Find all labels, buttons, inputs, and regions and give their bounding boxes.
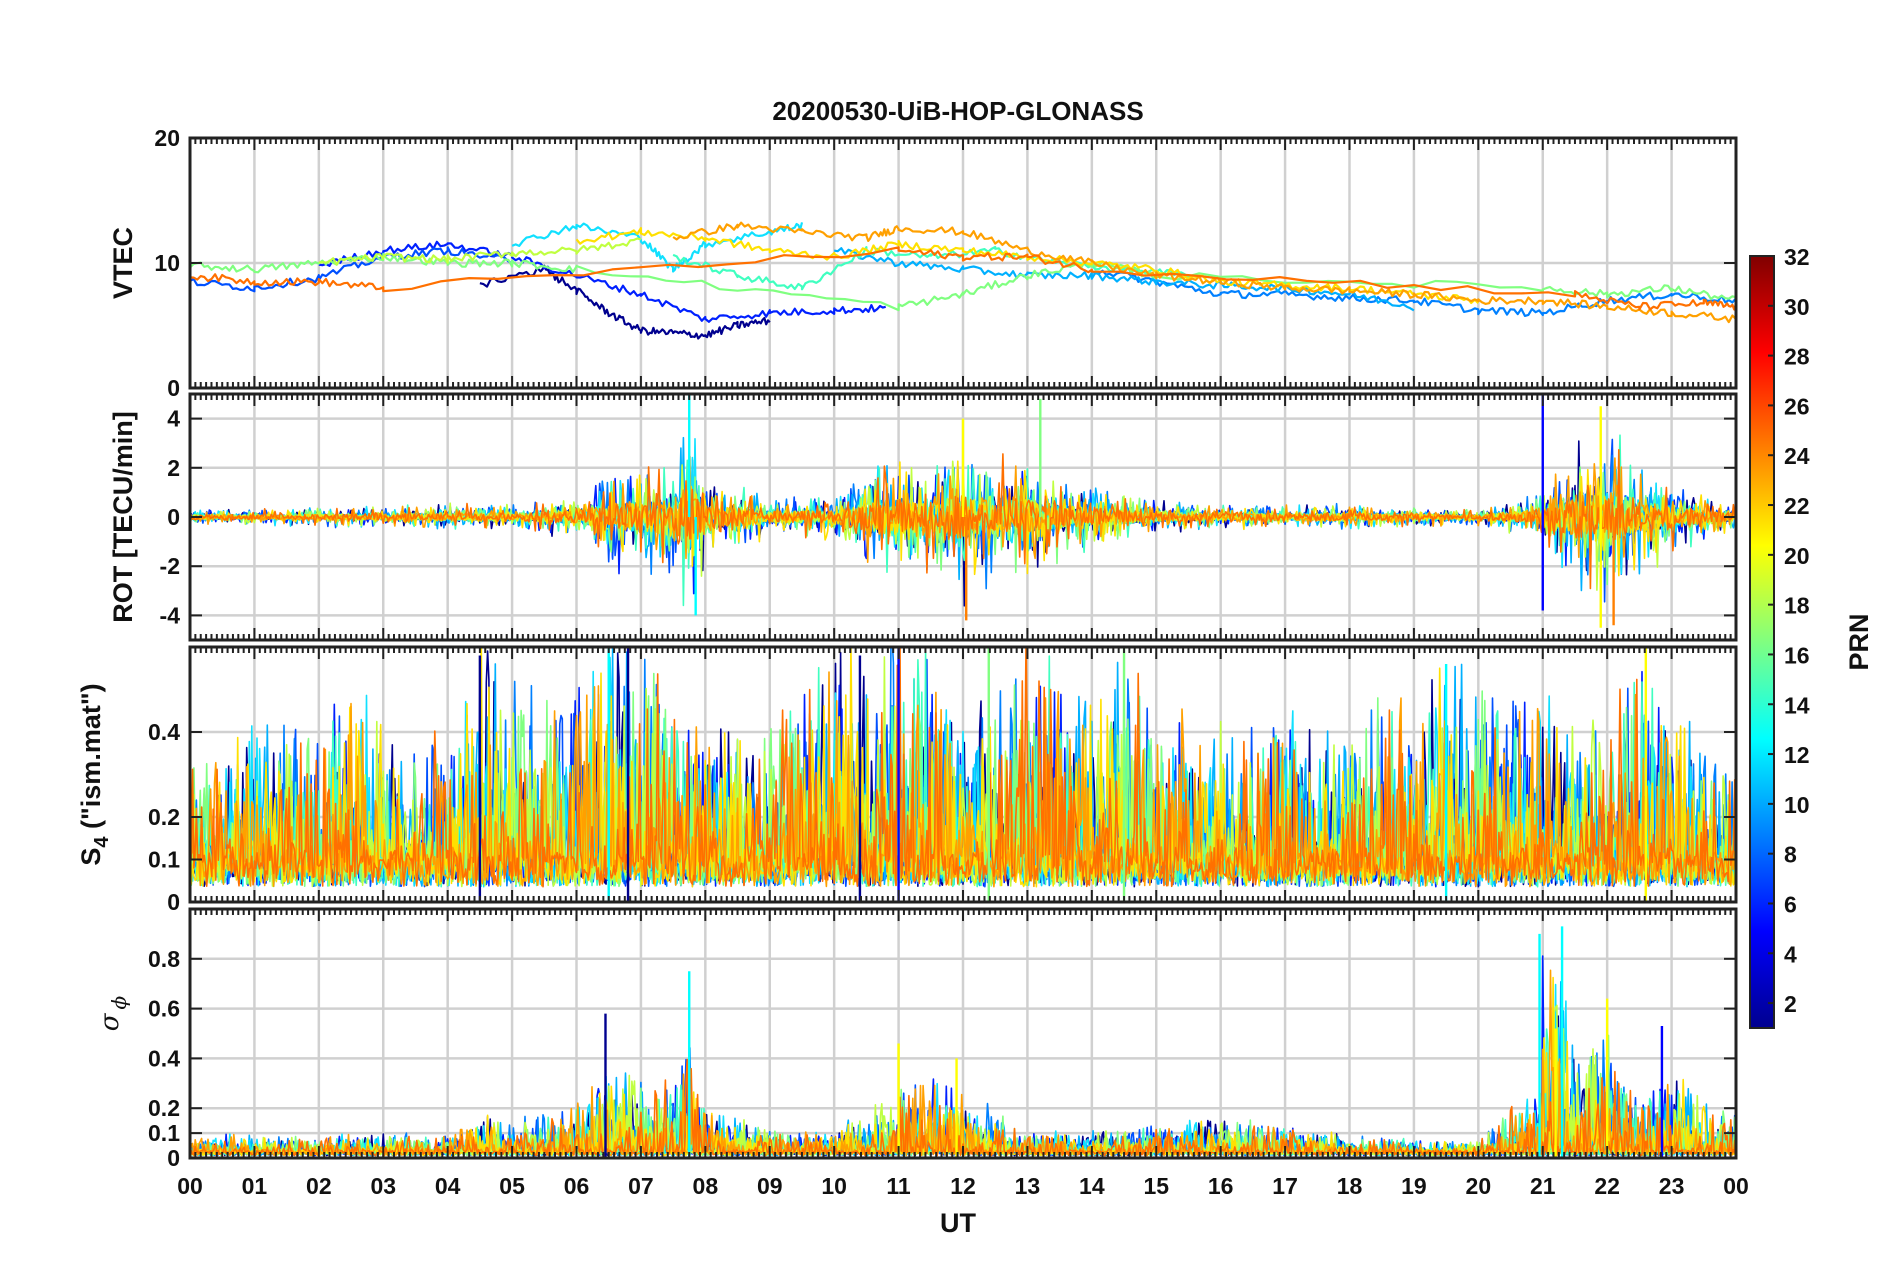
vtec-series-prn-18 (318, 237, 642, 266)
colorbar-tick-label: 18 (1784, 593, 1810, 619)
colorbar-tick-label: 2 (1784, 991, 1797, 1017)
y-tick-label: 0 (167, 375, 180, 401)
y-tick-label: 0.8 (148, 946, 180, 972)
y-tick-label: 0 (167, 889, 180, 915)
x-tick-label: 03 (370, 1173, 396, 1199)
panel-s4: 0 0.1 0.2 0.4 S4 ("ism.mat") (76, 645, 1738, 915)
x-tick-label: 00 (1723, 1173, 1749, 1199)
colorbar-tick-label: 10 (1784, 792, 1810, 818)
colorbar-tick-label: 12 (1784, 742, 1810, 768)
x-tick-label: 21 (1530, 1173, 1556, 1199)
x-tick-label: 20 (1466, 1173, 1492, 1199)
x-tick-label: 06 (564, 1173, 590, 1199)
colorbar-tick-label: 28 (1784, 344, 1810, 370)
y-tick-label: 0.1 (148, 1120, 180, 1146)
x-tick-label: 08 (693, 1173, 719, 1199)
y-axis-label-sigma-phi: σϕ (95, 995, 131, 1031)
y-axis-label-rot: ROT [TECU/min] (108, 411, 138, 622)
colorbar-tick-label: 30 (1784, 294, 1810, 320)
panel-rot-traces (190, 394, 1736, 628)
vtec-series-prn-2 (479, 264, 771, 340)
y-tick-label: -4 (160, 602, 181, 628)
x-tick-label: 17 (1272, 1173, 1298, 1199)
y-tick-label: 4 (167, 406, 180, 432)
colorbar-tick-label: 16 (1784, 642, 1810, 668)
colorbar-tick-label: 4 (1784, 941, 1797, 967)
colorbar-tick-label: 32 (1784, 244, 1810, 270)
panel-vtec: 0 10 20 VTEC (108, 125, 1738, 401)
y-tick-label: 20 (154, 125, 180, 151)
panel-s4-ticks (189, 647, 1737, 903)
x-tick-label: 05 (499, 1173, 525, 1199)
y-tick-label: 10 (154, 250, 180, 276)
x-axis-label: UT (940, 1208, 976, 1238)
x-tick-label: 07 (628, 1173, 654, 1199)
y-tick-label: 0.1 (148, 847, 180, 873)
x-tick-label: 01 (242, 1173, 268, 1199)
panel-rot: -4 -2 0 2 4 ROT [TECU/min] (108, 392, 1738, 642)
x-tick-label: 22 (1594, 1173, 1620, 1199)
y-tick-label: 0 (167, 1145, 180, 1171)
x-tick-label: 23 (1659, 1173, 1685, 1199)
colorbar-label: PRN (1844, 613, 1874, 670)
x-tick-label: 13 (1015, 1173, 1041, 1199)
panel-vtec-traces (190, 221, 1736, 340)
vtec-series-prn-10 (834, 247, 1415, 312)
x-tick-label: 12 (950, 1173, 976, 1199)
colorbar-tick-label: 24 (1784, 443, 1810, 469)
vtec-series-prn-4 (318, 240, 886, 323)
y-tick-label: 0.2 (148, 1095, 180, 1121)
colorbar-frame (1749, 255, 1775, 1029)
x-axis: 00 01 02 03 04 05 06 07 08 09 10 11 12 13 14 15 16 17 18 19… (177, 1173, 1749, 1199)
colorbar-tick-label: 20 (1784, 543, 1810, 569)
colorbar-tick-label: 26 (1784, 393, 1810, 419)
y-tick-label: 0 (167, 504, 180, 530)
figure-title: 20200530-UiB-HOP-GLONASS (772, 96, 1143, 126)
panel-vtec-ticks (189, 137, 1737, 389)
x-tick-label: 11 (886, 1173, 911, 1199)
y-tick-label: 0.4 (148, 1045, 180, 1071)
x-tick-label: 19 (1401, 1173, 1427, 1199)
s4-series-11 (190, 647, 1736, 888)
colorbar-gradient (1750, 256, 1774, 1028)
x-tick-label: 00 (177, 1173, 203, 1199)
y-tick-label: 0.6 (148, 996, 180, 1022)
y-tick-label: 0.4 (148, 719, 180, 745)
y-tick-label: 2 (167, 455, 180, 481)
panel-rot-ticks (189, 394, 1737, 640)
vtec-series-prn-24 (190, 246, 1736, 311)
panel-sigma_phi: 00.10.2 0.4 0.6 0.8 σϕ (95, 907, 1738, 1171)
x-tick-label: 02 (306, 1173, 332, 1199)
x-tick-label: 10 (821, 1173, 847, 1199)
colorbar-tick-label: 22 (1784, 493, 1810, 519)
x-tick-label: 09 (757, 1173, 783, 1199)
y-axis-label-vtec: VTEC (108, 227, 138, 299)
panel-sigma_phi-ticks (189, 909, 1737, 1159)
colorbar-tick-label: 6 (1784, 891, 1797, 917)
colorbar-tick-label: 14 (1784, 692, 1810, 718)
colorbar-tick-label: 8 (1784, 842, 1797, 868)
y-tick-label: 0.2 (148, 804, 180, 830)
panel-s4-traces (190, 647, 1736, 902)
vtec-series-prn-22 (672, 221, 1736, 324)
rot-series-11 (190, 449, 1736, 590)
vtec-series-prn-6 (190, 246, 513, 293)
y-axis-label-s4: S4 ("ism.mat") (76, 683, 113, 865)
y-tick-label: -2 (160, 553, 180, 579)
x-tick-label: 14 (1079, 1173, 1105, 1199)
vtec-series-prn-8 (1091, 269, 1736, 317)
x-tick-label: 16 (1208, 1173, 1234, 1199)
x-tick-label: 15 (1143, 1173, 1169, 1199)
x-tick-label: 04 (435, 1173, 461, 1199)
x-tick-label: 18 (1337, 1173, 1363, 1199)
